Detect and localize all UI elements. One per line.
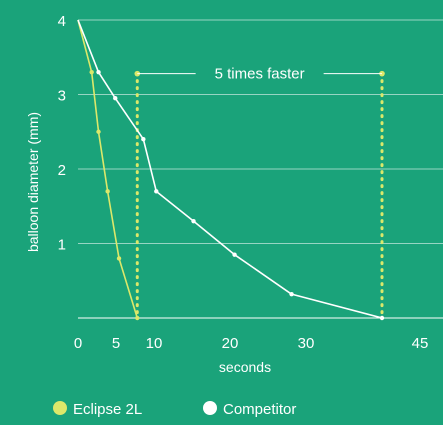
y-tick-label: 1 — [58, 237, 66, 254]
data-point — [232, 252, 237, 257]
data-point — [96, 69, 101, 75]
series-line-0 — [77, 19, 139, 319]
data-point — [89, 69, 94, 75]
x-tick-label: 30 — [298, 335, 315, 352]
legend-swatch-1 — [203, 401, 217, 415]
speed-annotation: 5 times faster — [134, 66, 385, 320]
data-point — [154, 189, 159, 194]
data-point — [105, 189, 110, 194]
data-point — [116, 256, 122, 261]
data-point — [289, 291, 294, 297]
x-tick-label: 0 — [74, 335, 82, 352]
y-tick-label: 2 — [58, 162, 66, 179]
data-point — [191, 218, 196, 224]
series-group — [77, 19, 385, 321]
y-tick-label: 3 — [58, 88, 66, 105]
x-tick-label: 20 — [222, 335, 239, 352]
data-point — [379, 315, 385, 321]
legend-label-0: Eclipse 2L — [73, 401, 142, 418]
data-point — [141, 137, 146, 142]
y-tick-labels: 1 2 3 4 — [58, 13, 66, 254]
x-axis-title: seconds — [219, 359, 271, 375]
legend: Eclipse 2L Competitor — [53, 401, 296, 418]
y-tick-label: 4 — [58, 13, 66, 30]
x-tick-label: 45 — [412, 335, 429, 352]
data-point — [113, 96, 118, 101]
x-tick-labels: 0 5 10 20 30 45 — [74, 335, 429, 352]
x-tick-label: 10 — [146, 335, 163, 352]
y-axis-title: balloon diameter (mm) — [25, 112, 41, 252]
legend-swatch-0 — [53, 401, 67, 415]
x-tick-label: 5 — [112, 335, 120, 352]
data-point — [135, 315, 140, 321]
data-point — [96, 129, 101, 134]
annotation-label: 5 times faster — [215, 66, 305, 83]
legend-label-1: Competitor — [223, 401, 296, 418]
